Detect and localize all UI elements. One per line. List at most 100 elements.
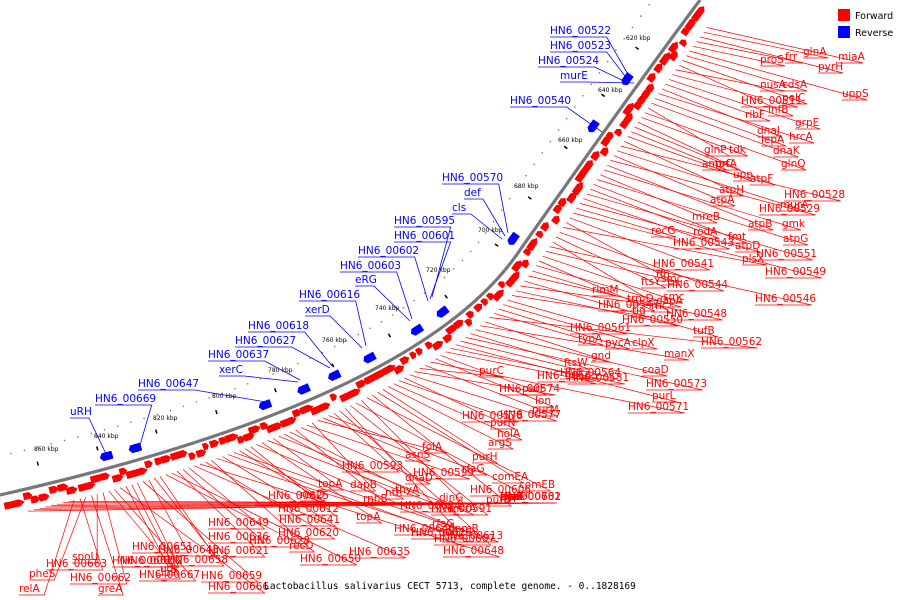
reverse-gene-feature: [99, 452, 109, 462]
forward-leader-line: [610, 160, 816, 216]
forward-gene-feature: [363, 374, 379, 385]
forward-gene-feature: [309, 405, 324, 416]
forward-leader-line: [250, 446, 336, 516]
forward-leader-line: [617, 150, 806, 212]
scale-tick-label: 660 kbp: [558, 137, 583, 144]
scale-tick-label: 780 kbp: [268, 367, 293, 374]
forward-leader-line: [328, 415, 488, 476]
forward-gene-label: HN6_00701: [500, 491, 561, 503]
forward-gene-feature: [480, 298, 488, 307]
forward-leader-line: [450, 347, 625, 385]
forward-gene-label: comEB: [519, 479, 555, 491]
reverse-gene-label: HN6_00637: [208, 349, 269, 361]
forward-gene-label: manX: [664, 348, 695, 360]
forward-leader-line: [470, 333, 590, 370]
forward-leader-line: [366, 397, 551, 492]
forward-leader-line: [583, 198, 730, 250]
scale-dot: [77, 436, 79, 438]
reverse-gene-label: HN6_00524: [538, 55, 599, 67]
forward-gene-label: rnc: [651, 300, 668, 312]
forward-gene-label: atpD: [735, 240, 760, 252]
forward-leader-line: [552, 241, 672, 313]
forward-gene-feature: [497, 281, 506, 289]
forward-gene-label: HN6_00543: [673, 237, 734, 249]
forward-gene-feature: [431, 340, 444, 351]
forward-gene-label: HN6_00667: [139, 569, 200, 581]
scale-dot: [10, 452, 12, 455]
forward-gene-label: ffh: [656, 269, 670, 281]
reverse-gene-label: HN6_00602: [358, 245, 419, 257]
forward-gene-feature: [465, 310, 474, 320]
forward-gene-label: pycA: [605, 337, 632, 349]
reverse-leader-line: [138, 389, 267, 403]
forward-gene-label: ftsY: [641, 276, 661, 288]
forward-gene-label: HN6_00581: [568, 372, 629, 384]
forward-leader-line: [388, 386, 514, 450]
forward-gene-feature: [539, 222, 550, 232]
forward-leader-line: [511, 295, 651, 318]
forward-leader-line: [644, 112, 807, 171]
forward-gene-feature: [329, 393, 337, 402]
forward-gene-label: ppa: [500, 491, 520, 503]
forward-leader-line: [528, 275, 723, 321]
forward-leader-line: [317, 420, 448, 454]
forward-gene-label: HN6_00607: [434, 533, 495, 545]
forward-gene-feature: [247, 425, 261, 435]
forward-leader-line: [70, 492, 128, 585]
forward-gene-label: greA: [98, 583, 123, 595]
reverse-gene-feature: [363, 354, 373, 364]
forward-gene-label: purH: [472, 451, 498, 463]
forward-gene-feature: [77, 483, 86, 492]
scale-dot: [598, 72, 601, 74]
forward-gene-label: purD: [486, 494, 512, 506]
forward-gene-label: thyA: [395, 484, 420, 496]
scale-dot: [391, 314, 394, 316]
forward-gene-feature: [118, 467, 128, 476]
forward-leader-line: [600, 174, 718, 224]
scale-tick-label: 840 kbp: [94, 433, 119, 440]
forward-gene-label: HN6_00621: [208, 545, 269, 557]
forward-gene-label: HN6_00561: [570, 322, 631, 334]
forward-gene-feature: [355, 379, 367, 390]
forward-leader-line: [679, 64, 794, 117]
forward-leader-line: [165, 474, 306, 548]
forward-leader-line: [228, 454, 451, 536]
forward-gene-label: folA: [422, 441, 443, 453]
forward-gene-label: rfaG: [432, 518, 455, 530]
forward-leader-line: [542, 255, 683, 304]
forward-gene-feature: [160, 455, 172, 464]
forward-gene-feature: [619, 119, 629, 130]
forward-gene-label: tdk: [729, 144, 747, 156]
forward-leader-line: [393, 383, 523, 441]
forward-gene-label: clpX: [632, 337, 655, 349]
forward-gene-label: HN6_00650: [300, 553, 361, 565]
forward-leader-line: [194, 465, 406, 559]
forward-leader-line: [475, 329, 668, 377]
forward-gene-feature: [125, 469, 140, 479]
forward-gene-label: HN6_00646: [394, 523, 455, 535]
forward-leader-line: [142, 481, 259, 583]
scale-dot: [500, 209, 503, 211]
forward-gene-feature: [279, 419, 288, 428]
forward-gene-label: HN6_00573: [646, 378, 707, 390]
forward-leader-line: [503, 304, 658, 350]
forward-gene-feature: [224, 433, 239, 444]
forward-leader-line: [555, 236, 667, 289]
forward-gene-label: dnaK: [773, 145, 801, 157]
forward-gene-label: proS: [760, 54, 784, 66]
reverse-gene-feature: [411, 326, 420, 336]
gene-features: [3, 6, 705, 510]
forward-gene-feature: [48, 485, 59, 494]
scale-dot: [402, 307, 405, 309]
scale-dot: [639, 15, 642, 17]
forward-gene-feature: [393, 365, 405, 375]
forward-leader-line: [455, 344, 678, 403]
forward-gene-label: uraA: [500, 491, 525, 503]
forward-gene-feature: [408, 351, 416, 360]
forward-gene-label: araT: [500, 491, 524, 503]
forward-gene-label: comEA: [492, 471, 529, 483]
scale-tick-mark: [215, 409, 218, 415]
forward-leader-line: [489, 317, 758, 349]
forward-gene-label: pyrF: [500, 491, 523, 503]
forward-gene-label: topA: [318, 478, 343, 490]
